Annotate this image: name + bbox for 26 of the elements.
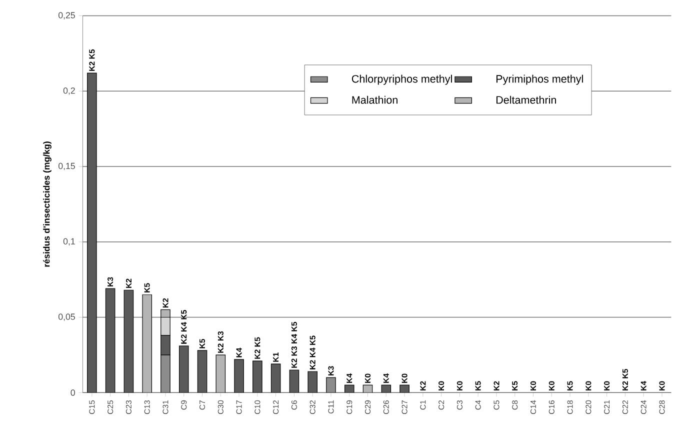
bar bbox=[124, 290, 134, 393]
y-axis-title: résidus d'insecticides (mg/kg) bbox=[43, 141, 52, 267]
legend-label: Chlorpyriphos methyl bbox=[352, 74, 452, 85]
bar bbox=[197, 350, 208, 393]
y-tick-label: 0 bbox=[70, 389, 75, 396]
bar bbox=[142, 294, 152, 393]
bar bbox=[308, 371, 318, 393]
bar bbox=[270, 364, 281, 393]
bar bbox=[234, 359, 244, 393]
bar bbox=[216, 354, 226, 393]
y-tick-label: 0,25 bbox=[58, 12, 75, 20]
bar bbox=[289, 370, 300, 393]
bar bbox=[178, 346, 189, 393]
bar bbox=[160, 334, 170, 356]
legend-label: Pyrimiphos methyl bbox=[496, 74, 583, 85]
y-tick-label: 0,2 bbox=[63, 87, 75, 95]
bar bbox=[105, 288, 116, 393]
y-tick-label: 0,1 bbox=[63, 238, 75, 246]
y-tick-label: 0,05 bbox=[58, 314, 75, 321]
bar bbox=[160, 309, 170, 318]
y-tick-label: 0,15 bbox=[58, 162, 75, 170]
legend-label: Deltamethrin bbox=[496, 96, 556, 104]
bar bbox=[87, 72, 97, 393]
legend-label: Malathion bbox=[352, 96, 398, 104]
bar bbox=[252, 360, 262, 393]
bar bbox=[160, 316, 170, 336]
